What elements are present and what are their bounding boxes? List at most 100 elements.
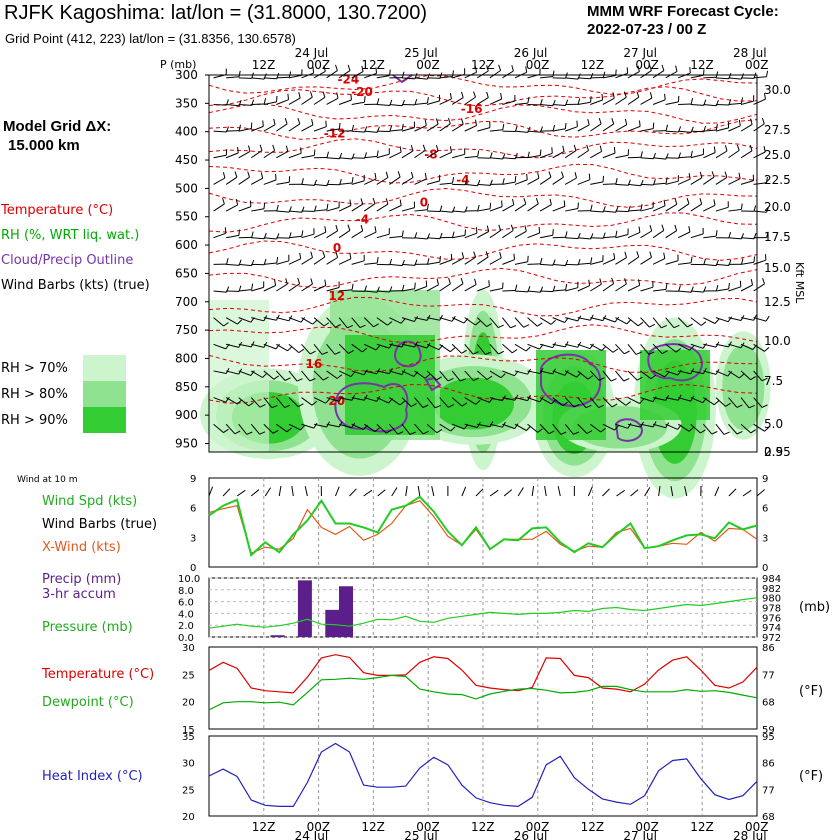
wind-barb <box>703 171 715 185</box>
wind-barb-shaft <box>364 72 377 79</box>
wind-barb-shaft <box>753 182 767 185</box>
wind-barb-flag <box>750 279 753 286</box>
wind-barb-shaft <box>678 231 691 239</box>
wind-barb-shaft <box>690 74 704 79</box>
wind-barb-flag <box>738 119 741 126</box>
wind-barb <box>250 397 266 408</box>
wind-barb-shaft <box>703 176 715 185</box>
wind-barb <box>753 70 769 79</box>
wind-barb-shaft <box>539 234 553 239</box>
wind-barb <box>326 251 339 265</box>
wind-barb-flag <box>286 427 292 433</box>
wind-barb <box>552 283 568 292</box>
wind-barb <box>452 178 468 186</box>
wind-barb-shaft <box>753 343 765 352</box>
wind-barb-shaft <box>602 210 616 213</box>
wind-barb <box>313 343 328 355</box>
wind-barb-flag <box>688 226 691 233</box>
wind-barb-shaft <box>728 77 742 80</box>
wind-barb <box>740 144 753 159</box>
wind-barb-shaft <box>728 423 738 435</box>
wind-barb <box>514 423 531 431</box>
wind-barb <box>288 277 301 292</box>
wind-barb <box>702 423 718 435</box>
temperature-contour-label: -12 <box>324 126 346 140</box>
wind-barb-shaft <box>364 130 378 133</box>
wind-barb <box>401 232 418 239</box>
temp-f-tick-label: 59 <box>762 725 775 736</box>
wind-barb-flag <box>424 374 431 379</box>
wind-barb <box>665 65 678 79</box>
wind-barb <box>728 203 743 212</box>
wind-barb-flag <box>313 422 318 429</box>
wind-barb-shaft <box>502 181 516 185</box>
wind-barb-shaft <box>238 423 248 435</box>
wind-barb-flag <box>335 224 339 231</box>
wind-barb-flag <box>510 224 514 231</box>
wind-barb-shaft <box>351 230 363 239</box>
wind-barb-flag <box>611 277 615 284</box>
wind-barb-flag <box>336 374 343 379</box>
pressure-tick-label: 650 <box>175 266 198 280</box>
wind-barb <box>301 317 318 325</box>
wind-barb <box>602 92 615 105</box>
wind-barb <box>238 145 251 159</box>
date-tick-label: 28 Jul <box>733 46 767 60</box>
wind-barb-flag <box>523 198 527 205</box>
wind-barb-flag <box>237 319 243 325</box>
wind-barb-10m <box>264 487 272 497</box>
wind-barb-shaft <box>226 263 240 266</box>
wind-barb <box>301 149 316 159</box>
wind-barb-shaft <box>577 285 590 292</box>
wind-barb <box>678 97 694 105</box>
wind-barb-flag <box>590 96 592 103</box>
wind-barb <box>301 397 318 406</box>
wind-barb <box>753 206 770 213</box>
wind-barb-flag <box>276 95 278 102</box>
legend-cloud: Cloud/Precip Outline <box>1 253 134 268</box>
wind-barb-shaft <box>602 397 613 408</box>
wind-barb-shaft <box>452 153 465 159</box>
wind-barb <box>452 68 466 79</box>
wind-barb-shaft <box>401 177 414 185</box>
wind-barb-flag <box>338 122 341 129</box>
time-tick-label: 00Z <box>745 58 769 72</box>
wind-barb-shaft <box>564 177 577 185</box>
wind-barb-shaft <box>489 370 502 379</box>
wind-barb-shaft <box>589 370 600 381</box>
wind-barb-flag <box>525 66 528 73</box>
wind-barb <box>678 226 691 239</box>
wind-barb-shaft <box>426 261 440 265</box>
wind-barb-flag <box>397 431 404 435</box>
wind-barb <box>539 147 553 159</box>
wind-barb-shaft <box>702 423 713 435</box>
wind-barb <box>439 177 455 185</box>
wind-barb-flag <box>288 176 291 183</box>
wind-barb-flag <box>224 227 227 234</box>
wind-barb-shaft <box>401 423 411 435</box>
wind-barb-shaft <box>540 76 554 79</box>
wind-barb-shaft <box>640 230 652 239</box>
wind-barb <box>527 172 540 185</box>
wind-barb-shaft <box>276 123 288 132</box>
wind-barb-flag <box>585 404 592 409</box>
wind-barb <box>665 254 679 265</box>
wind-barb-flag <box>351 177 354 184</box>
wind-barb-shaft <box>238 343 252 348</box>
height-tick-label: 27.5 <box>764 123 791 137</box>
wind-barb <box>527 99 543 106</box>
wind-barb-flag <box>661 64 665 71</box>
wind-barb-shaft <box>477 397 490 403</box>
wind-barb <box>564 172 577 185</box>
wind-barb-shaft <box>263 423 274 434</box>
wind-barb-shaft <box>426 343 440 351</box>
wind-barb-shaft <box>640 423 654 428</box>
wind-barb-flag <box>715 71 719 78</box>
wind-barb-shaft <box>414 370 426 379</box>
wind-barb-shaft <box>615 397 627 406</box>
wind-barb-shaft <box>653 288 667 292</box>
wind-barb <box>263 279 277 292</box>
temperature-contour <box>208 296 758 317</box>
wind-barb-shaft <box>627 397 640 404</box>
wind-barb-shaft <box>602 423 615 431</box>
